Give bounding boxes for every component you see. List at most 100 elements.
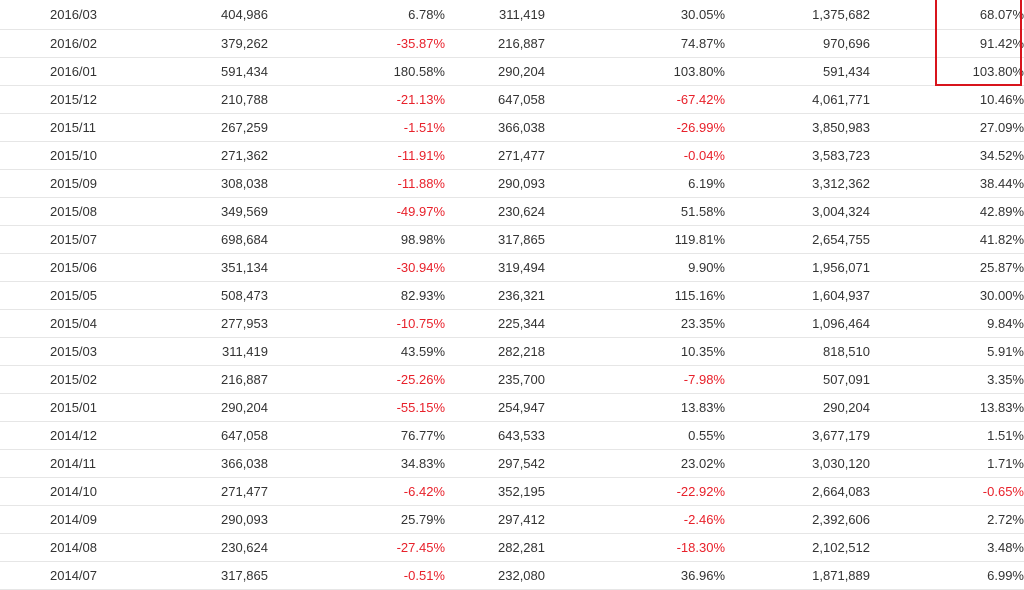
percent-2-cell: 115.16%: [580, 281, 725, 310]
value-1-cell: 210,788: [150, 85, 290, 114]
percent-1-cell: -35.87%: [290, 29, 445, 58]
percent-1-cell: -49.97%: [290, 197, 445, 226]
value-3-cell: 1,096,464: [725, 309, 870, 338]
month-cell: 2015/09: [0, 169, 150, 198]
percent-2-cell: 6.19%: [580, 169, 725, 198]
value-1-cell: 379,262: [150, 29, 290, 58]
table-row: 2015/11 267,259 -1.51% 366,038 -26.99% 3,850,…: [0, 113, 1024, 142]
table-row: 2014/10 271,477 -6.42% 352,195 -22.92% 2,664,…: [0, 477, 1024, 506]
value-3-cell: 591,434: [725, 57, 870, 86]
percent-1-cell: -55.15%: [290, 393, 445, 422]
value-3-cell: 1,871,889: [725, 561, 870, 590]
value-2-cell: 282,218: [445, 337, 580, 366]
percent-2-cell: 13.83%: [580, 393, 725, 422]
percent-3-cell: 34.52%: [870, 141, 1024, 170]
table-row: 2015/04 277,953 -10.75% 225,344 23.35% 1,096,…: [0, 309, 1024, 338]
value-2-cell: 297,412: [445, 505, 580, 534]
value-3-cell: 1,956,071: [725, 253, 870, 282]
table-row: 2016/02 379,262 -35.87% 216,887 74.87% 970,69…: [0, 29, 1024, 58]
month-cell: 2015/04: [0, 309, 150, 338]
percent-2-cell: 10.35%: [580, 337, 725, 366]
value-2-cell: 232,080: [445, 561, 580, 590]
percent-2-cell: -67.42%: [580, 85, 725, 114]
table-row: 2015/03 311,419 43.59% 282,218 10.35% 818,510…: [0, 337, 1024, 366]
month-cell: 2015/08: [0, 197, 150, 226]
month-cell: 2014/10: [0, 477, 150, 506]
value-3-cell: 3,312,362: [725, 169, 870, 198]
percent-2-cell: -18.30%: [580, 533, 725, 562]
percent-1-cell: -1.51%: [290, 113, 445, 142]
value-2-cell: 643,533: [445, 421, 580, 450]
value-3-cell: 507,091: [725, 365, 870, 394]
month-cell: 2015/07: [0, 225, 150, 254]
value-3-cell: 2,392,606: [725, 505, 870, 534]
value-2-cell: 311,419: [445, 0, 580, 30]
percent-2-cell: 36.96%: [580, 561, 725, 590]
percent-3-cell: 91.42%: [870, 29, 1024, 58]
percent-3-cell: 6.99%: [870, 561, 1024, 590]
value-1-cell: 698,684: [150, 225, 290, 254]
percent-1-cell: 76.77%: [290, 421, 445, 450]
value-1-cell: 351,134: [150, 253, 290, 282]
percent-2-cell: -0.04%: [580, 141, 725, 170]
month-cell: 2015/05: [0, 281, 150, 310]
value-1-cell: 317,865: [150, 561, 290, 590]
percent-1-cell: 82.93%: [290, 281, 445, 310]
value-3-cell: 3,030,120: [725, 449, 870, 478]
month-cell: 2015/06: [0, 253, 150, 282]
value-2-cell: 271,477: [445, 141, 580, 170]
value-3-cell: 1,375,682: [725, 0, 870, 30]
percent-3-cell: -0.65%: [870, 477, 1024, 506]
percent-3-cell: 42.89%: [870, 197, 1024, 226]
value-1-cell: 216,887: [150, 365, 290, 394]
percent-3-cell: 3.35%: [870, 365, 1024, 394]
percent-2-cell: -2.46%: [580, 505, 725, 534]
month-cell: 2016/02: [0, 29, 150, 58]
value-3-cell: 1,604,937: [725, 281, 870, 310]
value-2-cell: 290,093: [445, 169, 580, 198]
month-cell: 2015/01: [0, 393, 150, 422]
percent-2-cell: 51.58%: [580, 197, 725, 226]
month-cell: 2015/02: [0, 365, 150, 394]
value-1-cell: 290,204: [150, 393, 290, 422]
value-1-cell: 290,093: [150, 505, 290, 534]
month-cell: 2014/12: [0, 421, 150, 450]
table-row: 2015/08 349,569 -49.97% 230,624 51.58% 3,004,…: [0, 197, 1024, 226]
month-cell: 2014/09: [0, 505, 150, 534]
percent-3-cell: 68.07%: [870, 0, 1024, 30]
value-2-cell: 317,865: [445, 225, 580, 254]
percent-2-cell: 30.05%: [580, 0, 725, 30]
value-1-cell: 591,434: [150, 57, 290, 86]
value-3-cell: 290,204: [725, 393, 870, 422]
value-3-cell: 3,677,179: [725, 421, 870, 450]
value-2-cell: 366,038: [445, 113, 580, 142]
percent-2-cell: -7.98%: [580, 365, 725, 394]
month-cell: 2015/11: [0, 113, 150, 142]
table-row: 2015/05 508,473 82.93% 236,321 115.16% 1,604,…: [0, 281, 1024, 310]
value-3-cell: 2,654,755: [725, 225, 870, 254]
value-1-cell: 267,259: [150, 113, 290, 142]
table-row: 2015/09 308,038 -11.88% 290,093 6.19% 3,312,3…: [0, 169, 1024, 198]
percent-3-cell: 10.46%: [870, 85, 1024, 114]
table-row: 2015/10 271,362 -11.91% 271,477 -0.04% 3,583,…: [0, 141, 1024, 170]
percent-2-cell: 103.80%: [580, 57, 725, 86]
value-2-cell: 647,058: [445, 85, 580, 114]
percent-2-cell: 23.35%: [580, 309, 725, 338]
month-cell: 2014/08: [0, 533, 150, 562]
month-cell: 2015/12: [0, 85, 150, 114]
percent-1-cell: 43.59%: [290, 337, 445, 366]
highlight-box: [935, 0, 1022, 86]
percent-3-cell: 1.51%: [870, 421, 1024, 450]
percent-2-cell: 74.87%: [580, 29, 725, 58]
value-3-cell: 2,102,512: [725, 533, 870, 562]
value-3-cell: 4,061,771: [725, 85, 870, 114]
percent-1-cell: 98.98%: [290, 225, 445, 254]
percent-3-cell: 9.84%: [870, 309, 1024, 338]
percent-3-cell: 3.48%: [870, 533, 1024, 562]
value-3-cell: 3,583,723: [725, 141, 870, 170]
percent-3-cell: 27.09%: [870, 113, 1024, 142]
value-1-cell: 277,953: [150, 309, 290, 338]
table-row: 2014/12 647,058 76.77% 643,533 0.55% 3,677,17…: [0, 421, 1024, 450]
percent-3-cell: 41.82%: [870, 225, 1024, 254]
